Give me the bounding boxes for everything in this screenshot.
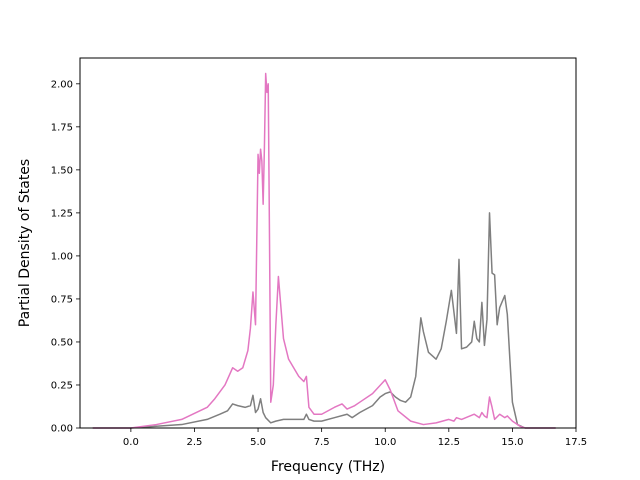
- x-tick-label: 10.0: [374, 437, 396, 448]
- series-layer: [92, 72, 556, 429]
- series-line-1: [92, 212, 556, 429]
- y-axis-label: Partial Density of States: [17, 159, 33, 327]
- y-tick-label: 1.25: [51, 208, 73, 219]
- y-tick-label: 0.75: [51, 294, 73, 305]
- x-tick-label: 7.5: [314, 437, 330, 448]
- x-axis-label: Frequency (THz): [271, 459, 385, 475]
- x-tick-label: 12.5: [438, 437, 460, 448]
- x-axis-ticks: 0.0 2.5 5.0 7.5 10.0 12.5 15.0 17.5: [123, 428, 587, 448]
- x-tick-label: 5.0: [250, 437, 266, 448]
- y-tick-label: 0.50: [51, 337, 73, 348]
- plot-frame: [79, 57, 577, 429]
- x-tick-label: 15.0: [501, 437, 523, 448]
- y-tick-label: 1.50: [51, 165, 73, 176]
- y-tick-label: 0.00: [51, 424, 73, 435]
- series-line-2: [92, 72, 556, 429]
- plot-background: [80, 58, 576, 428]
- y-tick-label: 2.00: [51, 79, 73, 90]
- y-tick-label: 1.00: [51, 251, 73, 262]
- x-tick-label: 2.5: [187, 437, 203, 448]
- x-tick-label: 0.0: [123, 437, 139, 448]
- x-tick-label: 17.5: [565, 437, 587, 448]
- y-axis-ticks: 0.00 0.25 0.50 0.75 1.00 1.25 1.50 1.75 2.00: [51, 79, 80, 435]
- y-tick-label: 1.75: [51, 122, 73, 133]
- y-tick-label: 0.25: [51, 380, 73, 391]
